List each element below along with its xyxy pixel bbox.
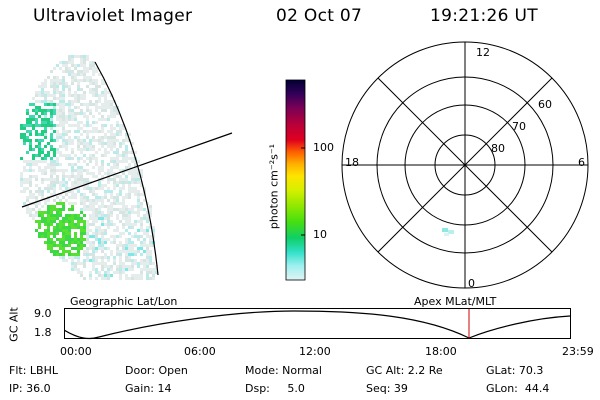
polar-lat-60: 60 <box>538 98 552 111</box>
glon-info: GLon: 44.4 <box>486 382 550 395</box>
altitude-plot <box>64 308 571 340</box>
gain-info: Gain: 14 <box>125 382 172 395</box>
filter-info: Flt: LBHL <box>9 364 58 377</box>
time-label: 19:21:26 UT <box>430 6 538 26</box>
polar-aurora-patch <box>442 228 454 236</box>
polar-label-18: 18 <box>345 156 359 169</box>
polar-label-0: 0 <box>468 277 475 290</box>
altitude-tick-high: 9.0 <box>34 307 52 320</box>
ip-info: IP: 36.0 <box>9 382 51 395</box>
time-tick-1800: 18:00 <box>425 345 457 358</box>
polar-label-12: 12 <box>476 46 490 59</box>
door-info: Door: Open <box>125 364 188 377</box>
seq-info: Seq: 39 <box>366 382 408 395</box>
altitude-tick-low: 1.8 <box>34 326 52 339</box>
glat-info: GLat: 70.3 <box>486 364 544 377</box>
altitude-axis-label: GC Alt <box>7 307 21 342</box>
latitude-line <box>21 132 233 208</box>
dsp-info: Dsp: 5.0 <box>245 382 305 395</box>
geographic-label: Geographic Lat/Lon <box>70 295 178 308</box>
colorbar-tick-100: 100 <box>313 141 334 154</box>
apex-polar-plot <box>341 41 589 289</box>
polar-label-6: 6 <box>578 156 585 169</box>
colorbar <box>285 79 306 281</box>
time-tick-1200: 12:00 <box>299 345 331 358</box>
polar-lat-80: 80 <box>491 142 505 155</box>
aurora-image-pixels <box>20 55 158 280</box>
geographic-image <box>20 55 233 280</box>
instrument-title: Ultraviolet Imager <box>33 6 193 26</box>
colorbar-tick-10: 10 <box>313 228 327 241</box>
altitude-curve <box>64 310 571 340</box>
mode-info: Mode: Normal <box>245 364 322 377</box>
polar-lat-70: 70 <box>512 120 526 133</box>
date-label: 02 Oct 07 <box>276 6 363 26</box>
terminator-curve <box>94 61 159 276</box>
time-tick-0600: 06:00 <box>184 345 216 358</box>
colorbar-unit-label: photon cm⁻²s⁻¹ <box>267 143 281 230</box>
apex-label: Apex MLat/MLT <box>414 295 497 308</box>
gc-alt-info: GC Alt: 2.2 Re <box>366 364 443 377</box>
time-tick-2359: 23:59 <box>562 345 594 358</box>
time-tick-0000: 00:00 <box>60 345 92 358</box>
